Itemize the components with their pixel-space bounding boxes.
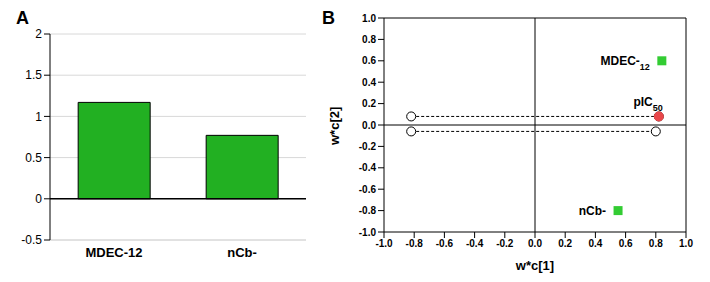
svg-text:nCb-: nCb- [579, 204, 606, 218]
svg-text:2: 2 [35, 27, 42, 41]
svg-text:MDEC-12: MDEC-12 [85, 245, 142, 260]
svg-text:-0.4: -0.4 [359, 162, 377, 173]
svg-text:0.4: 0.4 [362, 77, 376, 88]
svg-text:-0.8: -0.8 [359, 205, 377, 216]
svg-text:1.5: 1.5 [25, 68, 42, 82]
svg-text:0.6: 0.6 [362, 55, 376, 66]
svg-text:0.8: 0.8 [362, 34, 376, 45]
svg-text:1.0: 1.0 [679, 238, 693, 249]
svg-text:0.8: 0.8 [649, 238, 663, 249]
svg-text:0.2: 0.2 [558, 238, 572, 249]
svg-text:w*c[2]: w*c[2] [327, 107, 342, 146]
svg-text:-0.8: -0.8 [406, 238, 424, 249]
svg-text:-1.0: -1.0 [359, 227, 377, 238]
svg-text:MDEC-12: MDEC-12 [600, 54, 649, 72]
svg-text:-0.2: -0.2 [359, 141, 377, 152]
svg-text:w*c[1]: w*c[1] [515, 258, 554, 273]
svg-text:0.6: 0.6 [619, 238, 633, 249]
svg-text:0.4: 0.4 [588, 238, 602, 249]
svg-text:0.5: 0.5 [25, 151, 42, 165]
svg-text:1: 1 [35, 110, 42, 124]
svg-text:-0.5: -0.5 [21, 233, 42, 247]
svg-text:0.2: 0.2 [362, 98, 376, 109]
html-text:A: A [16, 8, 29, 28]
svg-text:-0.6: -0.6 [436, 238, 454, 249]
svg-text:-0.6: -0.6 [359, 184, 377, 195]
svg-text:1.0: 1.0 [362, 13, 376, 24]
svg-text:-0.2: -0.2 [496, 238, 514, 249]
html-text:B: B [322, 8, 335, 28]
svg-text:0.0: 0.0 [528, 238, 542, 249]
svg-text:-0.4: -0.4 [466, 238, 484, 249]
svg-text:0: 0 [35, 192, 42, 206]
svg-text:nCb-: nCb- [227, 245, 257, 260]
svg-text:pIC50: pIC50 [633, 95, 662, 113]
svg-text:0.0: 0.0 [362, 120, 376, 131]
svg-text:-1.0: -1.0 [375, 238, 393, 249]
